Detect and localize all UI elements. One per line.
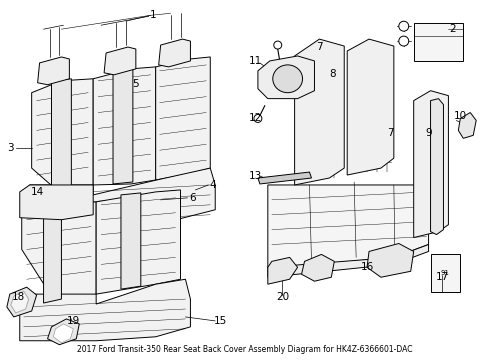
Text: 12: 12 [249,113,263,123]
Polygon shape [414,91,448,238]
Polygon shape [268,257,297,284]
Polygon shape [30,168,215,230]
Polygon shape [258,172,312,184]
Text: 4: 4 [210,180,217,190]
Text: 2: 2 [449,24,456,34]
Polygon shape [48,319,79,345]
Text: 16: 16 [361,262,374,272]
Text: 5: 5 [132,79,139,89]
Text: 20: 20 [276,292,289,302]
Ellipse shape [273,65,302,93]
FancyBboxPatch shape [431,255,460,292]
Polygon shape [51,79,72,186]
Text: 14: 14 [31,187,44,197]
Text: 8: 8 [329,69,336,79]
Polygon shape [20,279,191,341]
Circle shape [254,114,262,122]
Polygon shape [38,57,70,85]
Polygon shape [93,67,156,185]
Polygon shape [32,79,93,196]
Circle shape [274,41,282,49]
Polygon shape [156,57,210,180]
Polygon shape [7,287,37,317]
Text: 2017 Ford Transit-350 Rear Seat Back Cover Assembly Diagram for HK4Z-6366601-DAC: 2017 Ford Transit-350 Rear Seat Back Cov… [77,345,413,354]
Polygon shape [20,185,93,220]
Circle shape [399,36,409,46]
Text: 91: 91 [441,270,450,276]
Polygon shape [347,39,394,175]
Polygon shape [268,244,429,277]
Polygon shape [44,204,61,303]
Text: 10: 10 [454,112,467,121]
Polygon shape [301,255,334,281]
Text: 15: 15 [214,316,227,326]
Text: 6: 6 [189,193,196,203]
Text: 13: 13 [249,171,263,181]
Polygon shape [367,243,414,277]
Polygon shape [121,193,141,289]
Text: 18: 18 [12,292,25,302]
Polygon shape [431,99,443,235]
Polygon shape [113,67,133,184]
Polygon shape [294,39,344,185]
Polygon shape [159,39,191,67]
Polygon shape [22,202,96,304]
Text: 9: 9 [425,129,432,138]
Polygon shape [458,113,476,138]
Text: 11: 11 [249,56,263,66]
Polygon shape [104,47,136,75]
Text: 1: 1 [149,10,156,20]
FancyBboxPatch shape [414,23,464,61]
Polygon shape [53,324,74,343]
Text: 17: 17 [436,272,449,282]
Polygon shape [258,56,315,99]
Polygon shape [96,190,180,294]
Text: 19: 19 [67,316,80,326]
Circle shape [399,21,409,31]
Text: 7: 7 [316,42,323,52]
Text: 7: 7 [388,129,394,138]
Polygon shape [268,185,429,269]
Text: 3: 3 [7,143,14,153]
Polygon shape [11,291,29,313]
